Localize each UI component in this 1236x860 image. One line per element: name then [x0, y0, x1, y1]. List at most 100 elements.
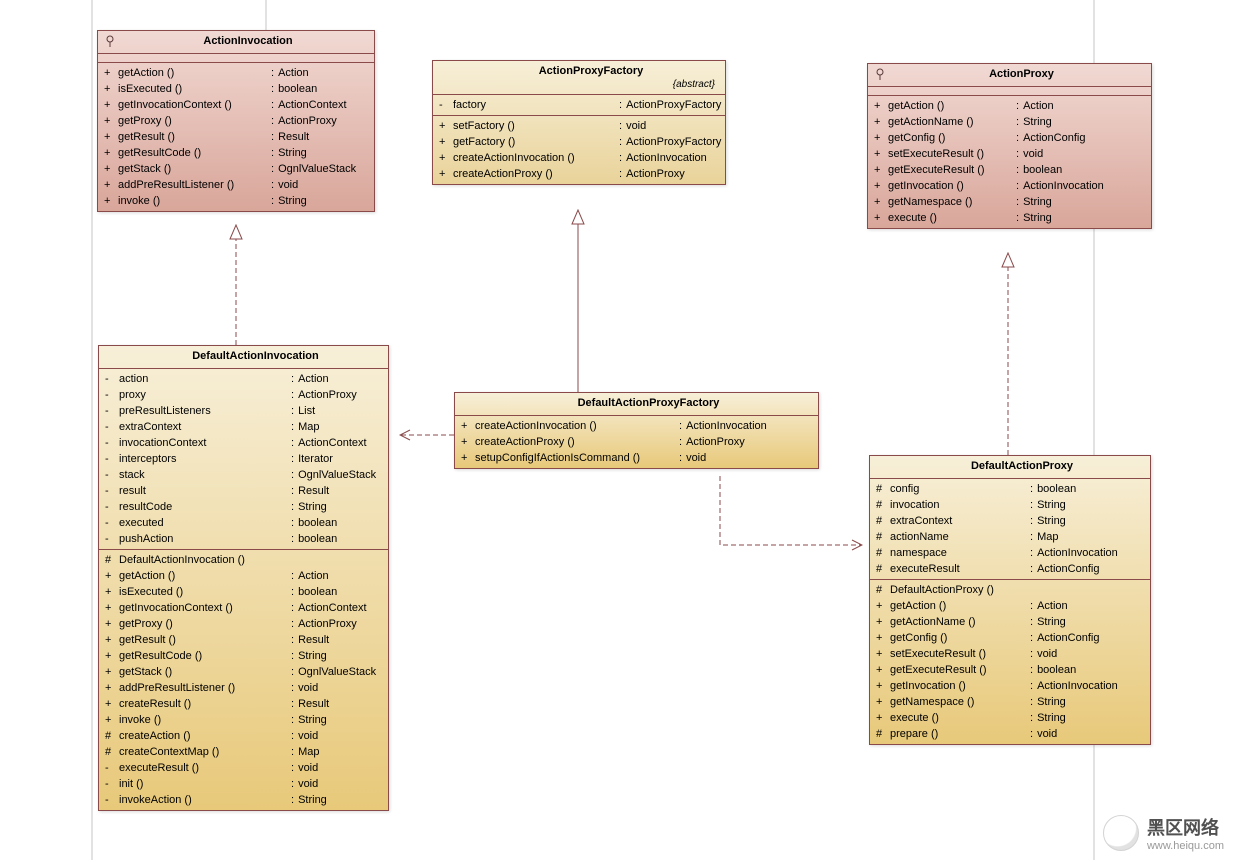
member-type: String	[1023, 211, 1145, 225]
member-type: Action	[1037, 599, 1144, 613]
visibility: +	[876, 599, 890, 613]
colon: :	[1016, 179, 1023, 193]
visibility: +	[876, 615, 890, 629]
member-name: namespace	[890, 546, 1030, 560]
visibility: #	[876, 514, 890, 528]
member-name: getNamespace ()	[888, 195, 1016, 209]
visibility: -	[105, 404, 119, 418]
member-name: getAction ()	[888, 99, 1016, 113]
member-name: getResult ()	[118, 130, 271, 144]
member-type: String	[1023, 115, 1145, 129]
member-type: Map	[298, 745, 382, 759]
visibility: -	[105, 468, 119, 482]
visibility: +	[874, 195, 888, 209]
member-row: - invocationContext : ActionContext	[99, 435, 388, 451]
visibility: +	[439, 167, 453, 181]
methods-section: # DefaultActionProxy () + getAction () :…	[870, 580, 1150, 744]
visibility: +	[874, 179, 888, 193]
member-name: getAction ()	[118, 66, 271, 80]
attributes-section: - action : Action - proxy : ActionProxy …	[99, 369, 388, 550]
class-name: ActionProxyFactory	[539, 65, 644, 77]
colon: :	[1016, 211, 1023, 225]
member-type: String	[298, 500, 382, 514]
methods-section: # DefaultActionInvocation () + getAction…	[99, 550, 388, 810]
member-type: void	[1037, 647, 1144, 661]
visibility: #	[105, 729, 119, 743]
member-row: - pushAction : boolean	[99, 531, 388, 547]
visibility: +	[104, 130, 118, 144]
member-row: + getConfig () : ActionConfig	[870, 630, 1150, 646]
visibility: #	[105, 553, 119, 567]
member-row: + getResultCode () : String	[99, 648, 388, 664]
member-type: void	[626, 119, 719, 133]
colon: :	[619, 167, 626, 181]
colon: :	[1030, 647, 1037, 661]
member-type: ActionInvocation	[686, 419, 812, 433]
class-actionInvocation: ActionInvocation + getAction () : Action…	[97, 30, 375, 212]
member-name: resultCode	[119, 500, 291, 514]
colon: :	[1030, 695, 1037, 709]
colon: :	[1016, 163, 1023, 177]
colon: :	[291, 729, 298, 743]
member-name: getStack ()	[119, 665, 291, 679]
member-row: + isExecuted () : boolean	[98, 81, 374, 97]
member-type: ActionProxy	[626, 167, 719, 181]
colon: :	[1030, 498, 1037, 512]
colon: :	[291, 569, 298, 583]
member-name: invocation	[890, 498, 1030, 512]
watermark-title: 黑区网络	[1147, 818, 1219, 838]
member-type: ActionInvocation	[1023, 179, 1145, 193]
member-name: invocationContext	[119, 436, 291, 450]
colon: :	[1016, 147, 1023, 161]
member-type: ActionProxy	[298, 617, 382, 631]
member-type: String	[298, 649, 382, 663]
visibility: #	[876, 546, 890, 560]
member-name: setupConfigIfActionIsCommand ()	[475, 451, 679, 465]
member-row: + getAction () : Action	[99, 568, 388, 584]
member-type: String	[1037, 498, 1144, 512]
visibility: -	[105, 500, 119, 514]
member-row: - resultCode : String	[99, 499, 388, 515]
visibility: +	[105, 601, 119, 615]
member-name: executeResult ()	[119, 761, 291, 775]
member-type: ActionProxy	[686, 435, 812, 449]
member-name: executed	[119, 516, 291, 530]
member-row: + execute () : String	[870, 710, 1150, 726]
member-row: + addPreResultListener () : void	[99, 680, 388, 696]
member-row: + setExecuteResult () : void	[868, 146, 1151, 162]
methods-section: + getAction () : Action + isExecuted () …	[98, 63, 374, 211]
colon: :	[1030, 530, 1037, 544]
member-type: String	[1037, 695, 1144, 709]
member-type: void	[278, 178, 368, 192]
member-name: getProxy ()	[119, 617, 291, 631]
member-row: + getNamespace () : String	[870, 694, 1150, 710]
member-type: Map	[298, 420, 382, 434]
member-row: # createContextMap () : Map	[99, 744, 388, 760]
member-type: List	[298, 404, 382, 418]
colon: :	[679, 419, 686, 433]
colon: :	[291, 601, 298, 615]
member-row: + getExecuteResult () : boolean	[868, 162, 1151, 178]
colon: :	[1030, 727, 1037, 741]
member-type: Action	[298, 569, 382, 583]
member-type: String	[298, 713, 382, 727]
class-name: DefaultActionProxy	[971, 460, 1073, 472]
member-name: getNamespace ()	[890, 695, 1030, 709]
class-name: ActionInvocation	[203, 35, 292, 47]
member-row: + getStack () : OgnlValueStack	[99, 664, 388, 680]
visibility: +	[104, 162, 118, 176]
member-type: ActionContext	[298, 601, 382, 615]
member-type: boolean	[298, 516, 382, 530]
member-row: - preResultListeners : List	[99, 403, 388, 419]
member-row: + invoke () : String	[98, 193, 374, 209]
member-row: + getInvocation () : ActionInvocation	[868, 178, 1151, 194]
member-row: + createActionProxy () : ActionProxy	[455, 434, 818, 450]
colon: :	[271, 194, 278, 208]
colon: :	[1030, 711, 1037, 725]
member-type: ActionConfig	[1023, 131, 1145, 145]
member-row: + getInvocationContext () : ActionContex…	[99, 600, 388, 616]
member-name: getResultCode ()	[119, 649, 291, 663]
colon: :	[271, 82, 278, 96]
visibility: +	[104, 66, 118, 80]
member-row: # prepare () : void	[870, 726, 1150, 742]
